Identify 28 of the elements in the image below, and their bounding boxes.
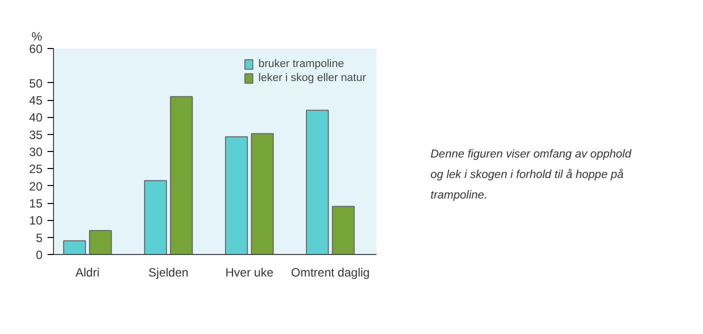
y-tick-label: 30 bbox=[29, 145, 43, 159]
legend-label: leker i skog eller natur bbox=[258, 72, 366, 84]
bar bbox=[170, 96, 193, 254]
y-tick-label: 45 bbox=[29, 94, 43, 108]
y-tick-label: 0 bbox=[36, 248, 43, 262]
x-tick-label: Hver uke bbox=[225, 266, 274, 280]
bar bbox=[89, 230, 112, 254]
y-axis-title: % bbox=[32, 30, 42, 44]
y-tick-label: 40 bbox=[29, 110, 43, 125]
bar bbox=[63, 240, 86, 254]
bar bbox=[250, 133, 274, 254]
y-tick-label: 60 bbox=[29, 42, 43, 56]
y-tick-label: 15 bbox=[29, 196, 43, 210]
text: Denne figuren viser omfang av opphold og lek i skogen i forhold til å hoppe på trampoline. bbox=[430, 148, 632, 202]
y-tick-label: 35 bbox=[29, 128, 43, 142]
bar bbox=[306, 110, 329, 254]
bar bbox=[225, 136, 248, 254]
legend-label: bruker trampoline bbox=[258, 58, 344, 70]
x-tick-label: Sjelden bbox=[148, 266, 188, 280]
bar bbox=[332, 206, 355, 254]
y-tick-label: 50 bbox=[29, 76, 43, 90]
x-tick-label: Omtrent daglig bbox=[291, 266, 370, 280]
y-tick-label: 20 bbox=[29, 179, 43, 194]
x-tick-label: Aldri bbox=[75, 266, 100, 280]
y-tick-label: 10 bbox=[29, 214, 43, 228]
y-tick-label: 25 bbox=[29, 162, 43, 176]
bar bbox=[144, 180, 167, 254]
y-tick-label: 5 bbox=[36, 230, 43, 245]
